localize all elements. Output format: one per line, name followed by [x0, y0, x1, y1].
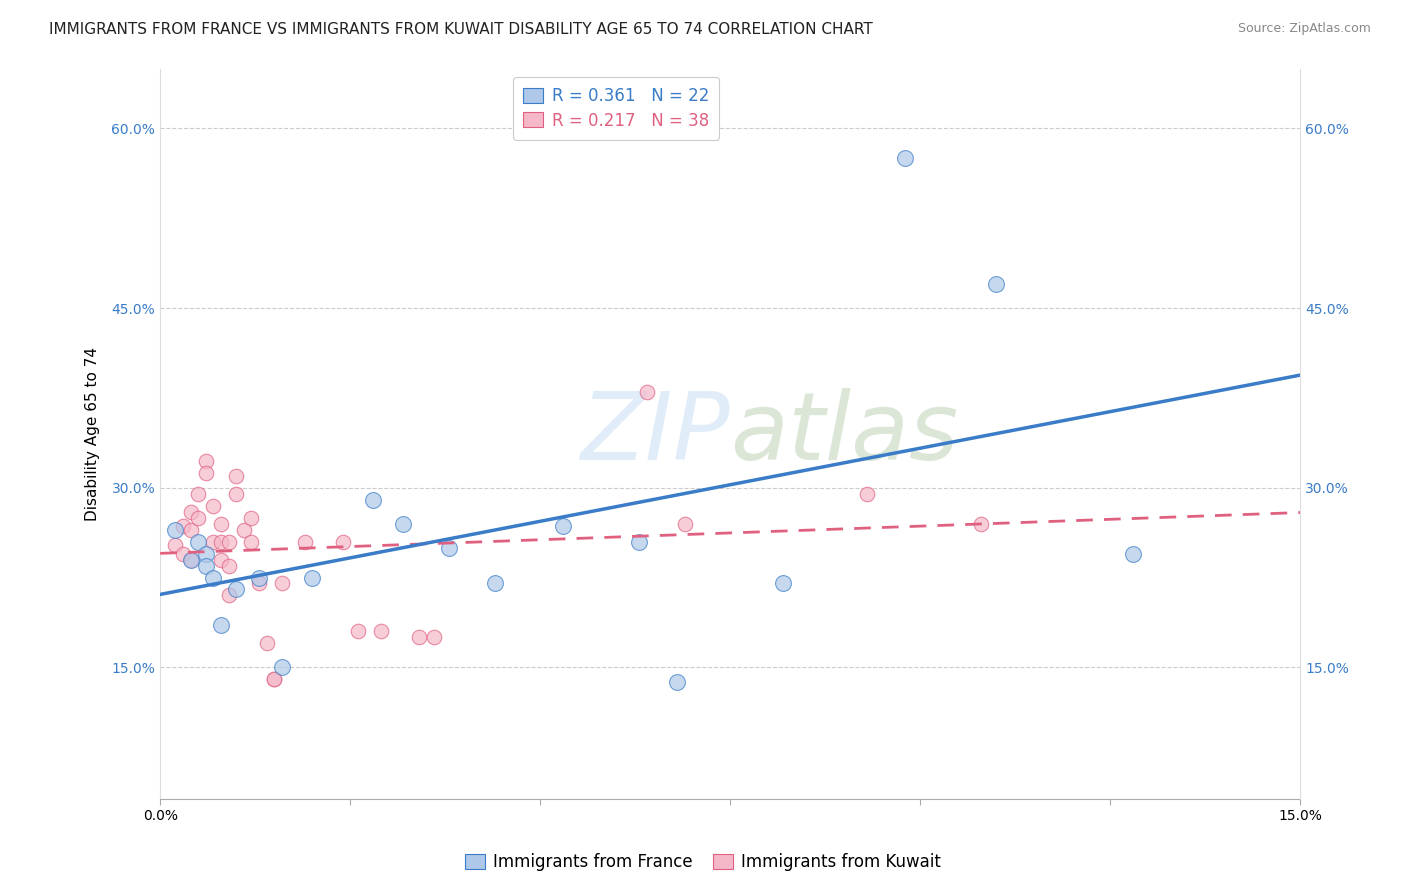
Point	[370, 624, 392, 639]
Point	[240, 534, 263, 549]
Point	[225, 468, 247, 483]
Y-axis label: Disability Age 65 to 74: Disability Age 65 to 74	[86, 347, 100, 521]
Point	[270, 660, 292, 674]
Point	[332, 534, 354, 549]
Point	[165, 538, 187, 552]
Point	[636, 384, 658, 399]
Point	[225, 582, 247, 597]
Point	[202, 570, 225, 584]
Text: IMMIGRANTS FROM FRANCE VS IMMIGRANTS FROM KUWAIT DISABILITY AGE 65 TO 74 CORRELA: IMMIGRANTS FROM FRANCE VS IMMIGRANTS FRO…	[49, 22, 873, 37]
Point	[209, 534, 232, 549]
Point	[346, 624, 368, 639]
Point	[247, 570, 270, 584]
Point	[194, 547, 217, 561]
Point	[194, 558, 217, 573]
Point	[209, 618, 232, 632]
Point	[627, 534, 650, 549]
Point	[202, 534, 225, 549]
Point	[247, 576, 270, 591]
Point	[232, 523, 254, 537]
Point	[209, 552, 232, 566]
Point	[294, 534, 316, 549]
Point	[361, 492, 384, 507]
Point	[194, 454, 217, 468]
Point	[970, 516, 993, 531]
Point	[256, 636, 278, 650]
Point	[422, 631, 444, 645]
Point	[202, 499, 225, 513]
Text: Source: ZipAtlas.com: Source: ZipAtlas.com	[1237, 22, 1371, 36]
Point	[894, 152, 917, 166]
Point	[408, 631, 430, 645]
Point	[218, 534, 240, 549]
Point	[225, 486, 247, 500]
Point	[240, 510, 263, 524]
Point	[437, 541, 460, 555]
Point	[180, 523, 202, 537]
Point	[392, 516, 415, 531]
Point	[484, 576, 506, 591]
Text: atlas: atlas	[730, 388, 959, 479]
Point	[180, 505, 202, 519]
Point	[218, 589, 240, 603]
Point	[856, 486, 879, 500]
Point	[180, 552, 202, 566]
Point	[194, 467, 217, 481]
Point	[180, 552, 202, 566]
Point	[984, 277, 1007, 291]
Point	[172, 547, 194, 561]
Point	[263, 673, 285, 687]
Legend: R = 0.361   N = 22, R = 0.217   N = 38: R = 0.361 N = 22, R = 0.217 N = 38	[513, 77, 718, 139]
Point	[665, 674, 688, 689]
Point	[165, 523, 187, 537]
Point	[301, 570, 323, 584]
Legend: Immigrants from France, Immigrants from Kuwait: Immigrants from France, Immigrants from …	[457, 845, 949, 880]
Point	[172, 519, 194, 533]
Point	[772, 576, 794, 591]
Point	[187, 510, 209, 524]
Point	[218, 558, 240, 573]
Point	[187, 534, 209, 549]
Point	[187, 486, 209, 500]
Point	[1122, 547, 1144, 561]
Point	[673, 516, 696, 531]
Text: ZIP: ZIP	[581, 388, 730, 479]
Point	[209, 516, 232, 531]
Point	[263, 673, 285, 687]
Point	[551, 519, 574, 533]
Point	[270, 576, 292, 591]
